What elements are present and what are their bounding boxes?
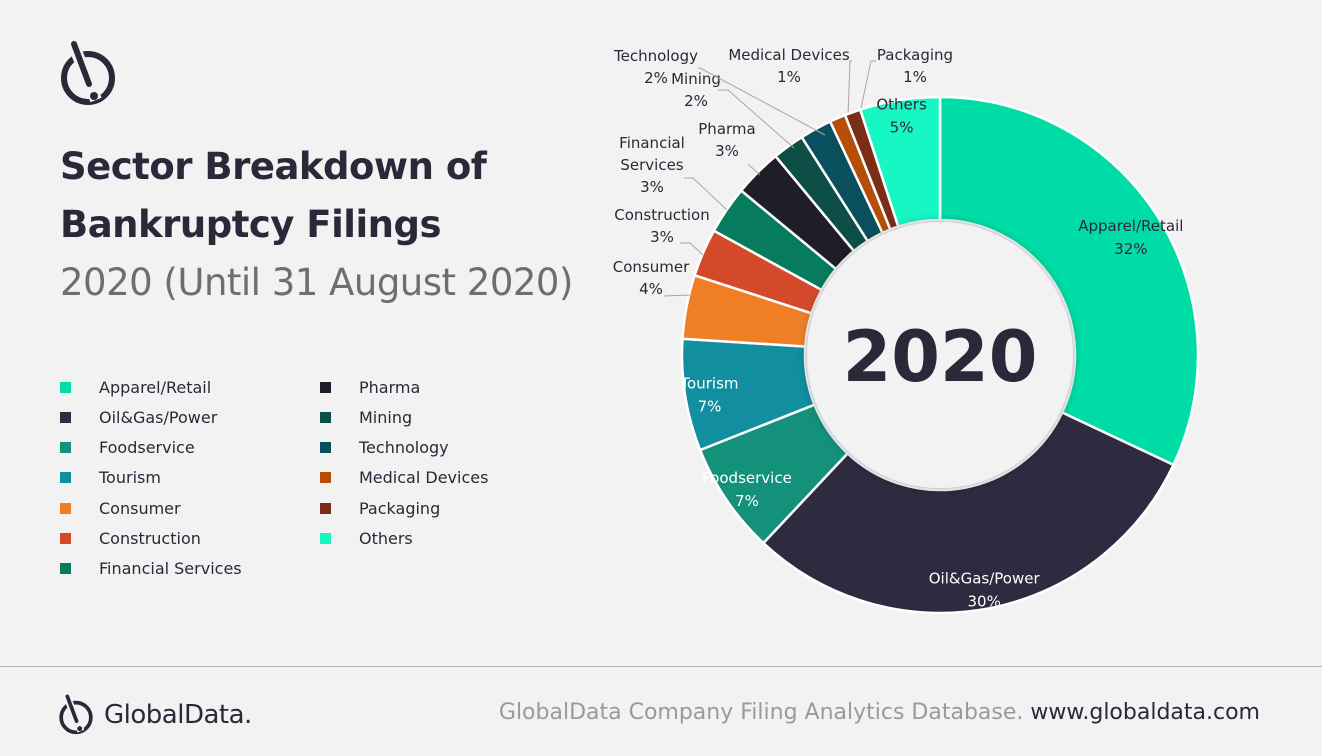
slice-label-name: Others — [876, 95, 927, 113]
legend-swatch — [320, 381, 331, 393]
globaldata-footer-logo-icon — [59, 694, 93, 735]
slice-label-name: Tourism — [679, 375, 738, 393]
legend-item: Pharma — [320, 376, 420, 398]
footer-divider — [0, 666, 1322, 667]
source-text: GlobalData Company Filing Analytics Data… — [498, 700, 1024, 725]
legend-label: Medical Devices — [359, 468, 489, 488]
leader-line — [847, 60, 852, 117]
legend-swatch — [60, 472, 71, 484]
slice-label-value: 1% — [903, 68, 927, 86]
leader-line — [663, 294, 691, 297]
footer-source: GlobalData Company Filing Analytics Data… — [499, 700, 1260, 725]
slice-apparel-retail — [938, 95, 1200, 467]
legend-item: Oil&Gas/Power — [60, 406, 217, 428]
legend-label: Technology — [359, 438, 449, 458]
slice-label-value: 5% — [890, 118, 914, 136]
legend-label: Packaging — [359, 498, 441, 518]
legend-label: Tourism — [99, 468, 161, 488]
leader-line — [698, 67, 826, 136]
legend-label: Foodservice — [99, 438, 195, 458]
legend-swatch — [320, 472, 331, 484]
legend-swatch — [320, 533, 331, 544]
slice-label-name: Mining — [671, 70, 721, 88]
legend-swatch — [320, 502, 331, 514]
legend-swatch — [60, 502, 71, 514]
slice-label-value: 3% — [640, 178, 664, 196]
slice-label-value: 2% — [684, 92, 708, 110]
slice-label-name: Technology — [613, 47, 698, 65]
slice-oil-gas-power — [761, 410, 1176, 615]
slice-label-name: Consumer — [613, 258, 690, 276]
slice-label-value: 7% — [735, 492, 759, 510]
slice-label-value: 30% — [968, 593, 1001, 611]
chart-title-line-2: Bankruptcy Filings — [60, 203, 441, 246]
slice-label-name: Financial — [619, 134, 685, 152]
footer-logo: GlobalData. — [56, 692, 252, 738]
legend-swatch — [320, 442, 331, 454]
leader-line — [747, 163, 761, 176]
chart-title-line-1: Sector Breakdown of — [60, 145, 487, 188]
legend-item: Others — [320, 528, 413, 550]
slice-label-name: Construction — [614, 206, 710, 224]
slice-label-value: 7% — [698, 398, 722, 416]
legend-item: Foodservice — [60, 437, 195, 459]
legend-label: Pharma — [359, 377, 421, 397]
legend-item: Financial Services — [60, 558, 242, 580]
legend-swatch — [60, 411, 71, 423]
footer-brand: GlobalData. — [104, 700, 252, 730]
legend-label: Oil&Gas/Power — [99, 407, 218, 427]
legend-item: Consumer — [60, 497, 181, 519]
slice-label-name: Foodservice — [702, 469, 792, 487]
legend-label: Construction — [99, 529, 201, 548]
slice-label-name: Apparel/Retail — [1078, 217, 1183, 235]
leader-line — [859, 60, 876, 114]
legend-swatch — [320, 411, 331, 423]
legend-swatch — [60, 533, 71, 544]
legend-swatch — [60, 563, 71, 575]
title-block: Sector Breakdown of Bankruptcy Filings 2… — [60, 138, 620, 312]
globaldata-logo-icon — [61, 41, 115, 105]
legend-item: Apparel/Retail — [60, 376, 211, 398]
leader-line — [684, 177, 728, 211]
donut-center — [807, 222, 1073, 488]
legend-label: Mining — [359, 407, 413, 427]
legend-swatch — [60, 381, 71, 393]
slice-label-name: Services — [620, 156, 683, 174]
legend-item: Tourism — [60, 467, 161, 489]
donut-chart: Apparel/Retail 32% Oil&Gas/Power 30% Foodser… — [613, 46, 1200, 615]
slice-label-name: Medical Devices — [728, 46, 850, 64]
legend-item: Medical Devices — [320, 467, 488, 489]
slice-label-name: Oil&Gas/Power — [929, 570, 1041, 588]
center-year-label: 2020 — [843, 316, 1038, 398]
slice-label-value: 1% — [777, 68, 801, 86]
slice-label-value: 3% — [650, 228, 674, 246]
slice-label-value: 4% — [639, 280, 663, 298]
legend-label: Consumer — [99, 498, 181, 518]
website-link[interactable]: www.globaldata.com — [1030, 700, 1260, 725]
legend-item: Technology — [320, 437, 449, 459]
legend-item: Mining — [320, 406, 412, 428]
slice-others — [858, 95, 942, 229]
legend-item: Packaging — [320, 497, 440, 519]
legend-swatch — [60, 442, 71, 454]
legend-label: Financial Services — [99, 559, 242, 579]
slice-label-value: 2% — [644, 69, 668, 87]
chart-subtitle: 2020 (Until 31 August 2020) — [60, 261, 573, 304]
slice-label-value: 3% — [715, 142, 739, 160]
slice-label-name: Pharma — [698, 120, 755, 138]
slice-label-name: Packaging — [877, 46, 953, 64]
slice-label-value: 32% — [1114, 240, 1147, 258]
leader-line — [718, 89, 795, 149]
leader-line — [680, 242, 704, 256]
legend-item: Construction — [60, 528, 201, 550]
legend-label: Others — [359, 529, 413, 548]
legend-label: Apparel/Retail — [99, 377, 212, 397]
